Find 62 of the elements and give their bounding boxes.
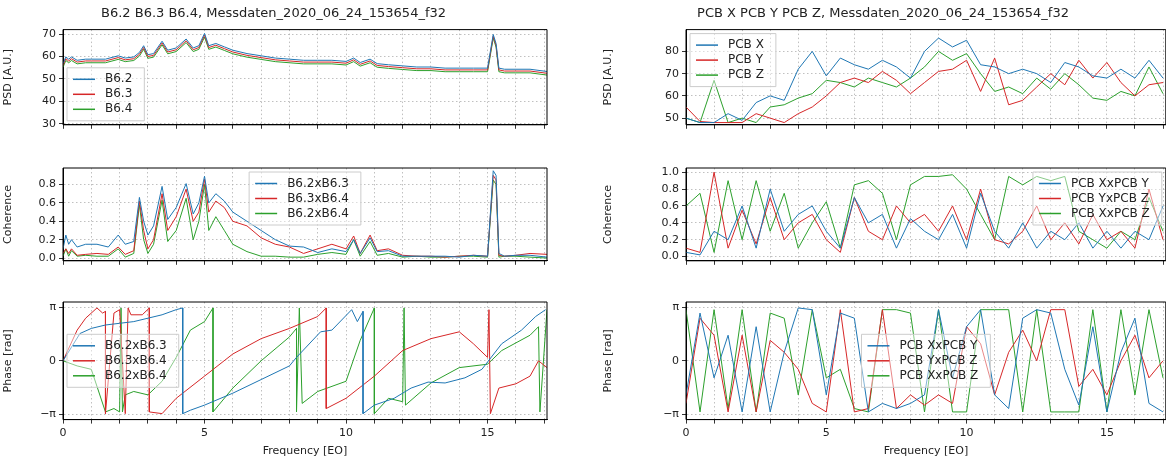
x-tick-label: 5 [201, 426, 209, 440]
y-axis-title: Phase [rad] [601, 329, 615, 393]
x-tick-label: 0 [59, 426, 67, 440]
y-tick-label: 0.4 [38, 214, 56, 228]
legend-label: B6.2xB6.3 [105, 337, 167, 352]
y-tick-label: 50 [665, 110, 679, 124]
y-tick-label: 40 [42, 94, 56, 108]
legend-label: PCB YxPCB Z [899, 352, 978, 367]
x-tick-label: 5 [822, 426, 830, 440]
legend-label: PCB X [728, 37, 764, 52]
y-tick-label: 60 [665, 88, 679, 102]
y-tick-label: 0.0 [661, 249, 679, 263]
x-axis-title: Frequency [EO] [883, 444, 969, 458]
x-tick-label: 10 [959, 426, 974, 440]
legend-label: B6.3 [105, 86, 133, 101]
y-tick-label: −π [40, 407, 57, 421]
legend-label: B6.2xB6.3 [287, 175, 349, 190]
y-axis-title: PSD [A.U.] [601, 48, 615, 106]
y-tick-label: 50 [42, 71, 56, 85]
y-tick-label: 0.2 [661, 232, 679, 246]
y-tick-label: 1.0 [661, 165, 679, 179]
y-tick-label: 0.4 [661, 215, 679, 229]
y-tick-label: 80 [665, 44, 679, 58]
chart-title: PCB X PCB Y PCB Z, Messdaten_2020_06_24_153654_f32 [697, 5, 1069, 21]
y-tick-label: π [672, 300, 680, 314]
chart-title: B6.2 B6.3 B6.4, Messdaten_2020_06_24_153654_f32 [100, 5, 447, 21]
legend-label: PCB XxPCB Y [899, 337, 979, 352]
legend-label: PCB XxPCB Z [1070, 205, 1150, 220]
y-tick-label: 0.6 [38, 195, 56, 209]
y-tick-label: 70 [665, 66, 679, 80]
legend-label: PCB Y [728, 52, 764, 67]
legend-label: B6.2xB6.4 [287, 205, 349, 220]
y-tick-label: 30 [42, 116, 56, 130]
x-tick-label: 10 [339, 426, 354, 440]
y-tick-label: 0.6 [661, 198, 679, 212]
y-tick-label: 0.8 [38, 177, 56, 191]
x-tick-label: 15 [1099, 426, 1114, 440]
y-axis-title: PSD [A.U.] [1, 48, 15, 106]
x-tick-label: 0 [682, 426, 690, 440]
legend-label: PCB XxPCB Y [1070, 175, 1150, 190]
y-tick-label: 0.0 [38, 250, 56, 264]
y-axis-title: Phase [rad] [1, 329, 15, 393]
legend-label: B6.3xB6.4 [287, 190, 349, 205]
y-tick-label: −π [663, 407, 680, 421]
y-tick-label: 60 [42, 49, 56, 63]
legend-label: B6.2xB6.4 [105, 367, 167, 382]
y-axis-title: Coherence [601, 184, 615, 244]
legend-label: PCB Z [728, 67, 764, 82]
y-tick-label: 0.2 [38, 232, 56, 246]
y-tick-label: 0 [49, 353, 56, 367]
legend-label: PCB YxPCB Z [1070, 190, 1149, 205]
legend-label: PCB XxPCB Z [899, 367, 979, 382]
legend-label: B6.2 [105, 71, 133, 86]
x-tick-label: 15 [480, 426, 495, 440]
legend-label: B6.3xB6.4 [105, 352, 167, 367]
y-axis-title: Coherence [1, 184, 15, 244]
y-tick-label: 70 [42, 26, 56, 40]
y-tick-label: 0 [672, 353, 679, 367]
y-tick-label: 0.8 [661, 181, 679, 195]
x-axis-title: Frequency [EO] [262, 444, 348, 458]
legend-label: B6.4 [105, 101, 133, 116]
y-tick-label: π [49, 300, 57, 314]
